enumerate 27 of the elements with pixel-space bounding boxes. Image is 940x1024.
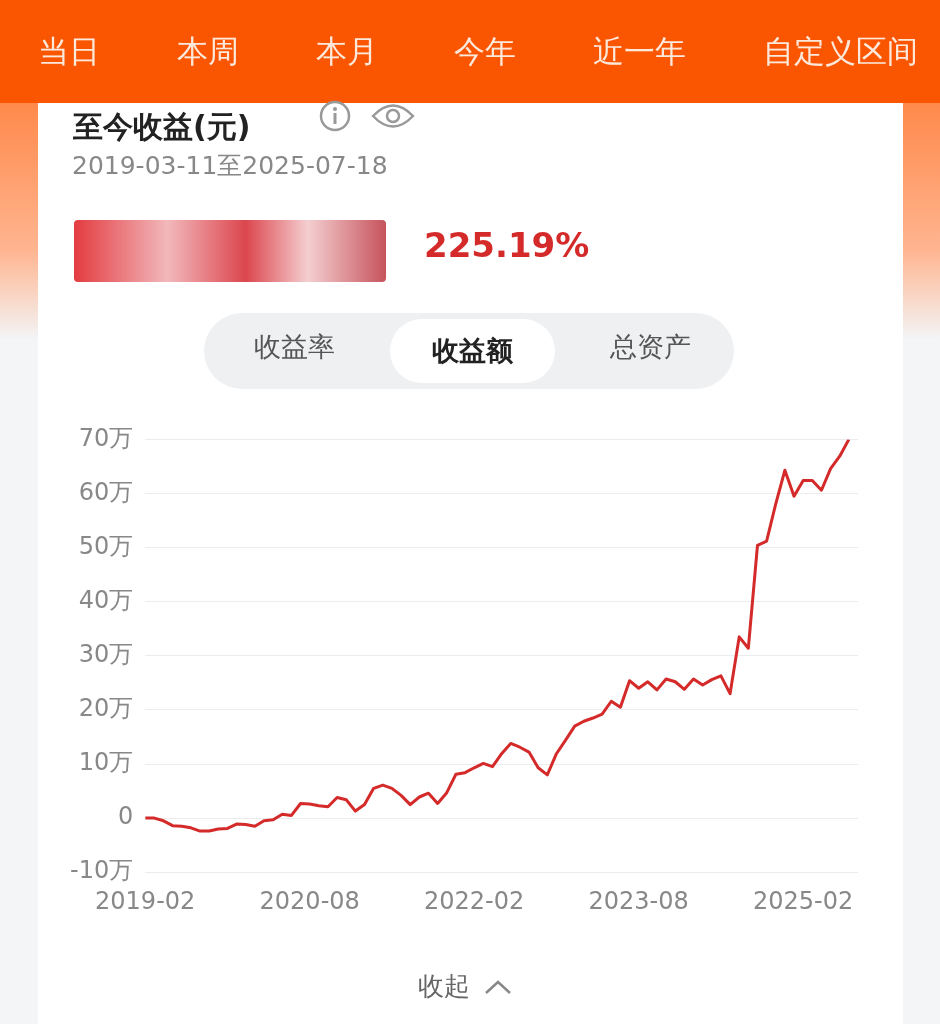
y-tick-label: 50万 xyxy=(78,531,134,560)
y-tick-label: 10万 xyxy=(78,748,134,777)
text: 当日 xyxy=(38,31,100,71)
text: 总资产 xyxy=(609,330,692,364)
text: 收起 xyxy=(418,970,470,1003)
text: 近一年 xyxy=(593,31,687,71)
y-tick-label: 30万 xyxy=(78,640,134,669)
y-tick-label: 20万 xyxy=(78,694,134,723)
text: 225.19% xyxy=(424,225,590,265)
x-tick-label: 2020-08 xyxy=(259,886,360,915)
y-tick-label: -10万 xyxy=(70,856,134,885)
text: 收益额 xyxy=(390,319,555,383)
x-tick-label: 2023-08 xyxy=(588,886,689,915)
text: 本周 xyxy=(176,31,239,71)
x-tick-label: 2022-02 xyxy=(424,886,525,915)
y-tick-label: 40万 xyxy=(78,585,134,614)
x-tick-label: 2019-02 xyxy=(95,886,196,915)
y-tick-label: 60万 xyxy=(78,477,134,506)
text: 自定义区间 xyxy=(762,31,918,71)
text: 本月 xyxy=(315,31,378,71)
y-tick-label: 70万 xyxy=(78,423,134,452)
chart-subtitle: 2019-03-11至2025-07-18 xyxy=(72,150,388,182)
chart-title: 至今收益(元) xyxy=(73,108,251,146)
text: 今年 xyxy=(454,31,517,71)
y-tick-label: 0 xyxy=(117,802,134,831)
x-tick-label: 2025-02 xyxy=(753,886,854,915)
text: 收益率 xyxy=(253,330,336,364)
